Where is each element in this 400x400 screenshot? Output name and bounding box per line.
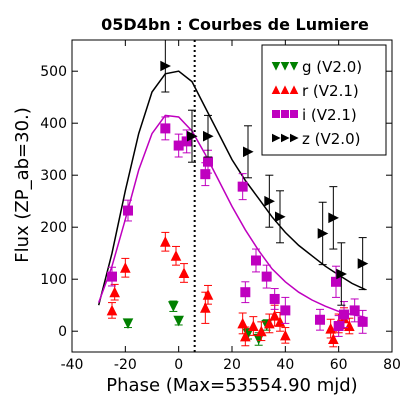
data-point [339, 309, 349, 320]
series-square [107, 116, 368, 337]
y-tick-label: 0 [58, 324, 67, 340]
x-tick-label: 60 [330, 357, 348, 373]
series-triangle-right [160, 39, 369, 306]
chart-title: 05D4bn : Courbes de Lumiere [101, 15, 369, 34]
legend-entry: i (V2.1) [302, 106, 357, 124]
data-point [269, 293, 280, 304]
data-point [251, 255, 261, 266]
data-point [243, 146, 254, 158]
data-point [240, 330, 251, 342]
data-point [315, 314, 325, 325]
model-curve-1 [97, 114, 366, 318]
data-point [203, 156, 213, 167]
legend-marker [272, 133, 281, 143]
data-point [269, 309, 280, 321]
data-point [173, 315, 184, 327]
x-tick-label: 40 [276, 357, 294, 373]
x-tick-label: -20 [114, 357, 137, 373]
data-point [280, 305, 291, 316]
legend-marker [290, 110, 298, 118]
data-point [275, 211, 286, 223]
data-point [328, 333, 339, 344]
legend-marker [289, 85, 299, 94]
data-point [349, 305, 360, 316]
data-point [333, 321, 344, 331]
data-point [109, 286, 120, 298]
data-point [160, 236, 171, 247]
legend-marker [281, 133, 290, 143]
legend-marker [271, 62, 281, 71]
model-curve-0 [97, 70, 366, 306]
data-point [264, 195, 275, 207]
y-tick-label: 300 [40, 168, 67, 184]
data-marks [106, 39, 369, 348]
y-axis-label: Flux (ZP_ab=30.) [12, 107, 33, 263]
data-point [107, 271, 117, 282]
legend: g (V2.0) r (V2.1) i (V2.1) z (V2.0) [261, 44, 387, 156]
data-point [328, 212, 339, 224]
data-point [344, 320, 355, 331]
data-point [168, 301, 179, 312]
data-point [261, 271, 272, 282]
legend-marker [280, 85, 290, 94]
data-point [200, 302, 211, 313]
data-point [170, 250, 182, 261]
data-point [274, 316, 286, 327]
data-point [187, 130, 198, 142]
legend-entry: r (V2.1) [302, 82, 359, 100]
legend-marker [289, 62, 299, 71]
legend-entry: z (V2.0) [302, 130, 360, 148]
legend-marker [271, 85, 281, 94]
data-point [178, 267, 190, 278]
legend-marker [280, 62, 290, 71]
y-tick-label: 400 [40, 116, 67, 132]
data-point [123, 205, 133, 216]
legend-marker [290, 133, 299, 143]
data-point [331, 276, 341, 287]
y-tick-label: 100 [40, 272, 67, 288]
x-tick-label: 80 [383, 357, 400, 373]
data-point [240, 287, 251, 298]
series-triangle-up [106, 231, 355, 348]
x-axis-label: Phase (Max=53554.90 mjd) [106, 375, 357, 396]
data-point [280, 329, 291, 341]
x-tick-label: 0 [174, 357, 183, 373]
data-point [357, 258, 369, 269]
x-tick-label: -40 [61, 357, 84, 373]
y-tick-label: 500 [40, 64, 67, 80]
data-point [248, 320, 259, 331]
axis-ticks: -40 -20 0 20 40 60 80 0 100 200 300 400 500 [40, 40, 400, 373]
data-point [202, 289, 214, 300]
data-point [106, 304, 118, 316]
data-point [357, 316, 368, 327]
data-point [237, 317, 248, 329]
data-point [237, 181, 248, 192]
data-point [122, 318, 134, 330]
x-tick-label: 20 [223, 357, 241, 373]
data-point [256, 325, 267, 337]
y-tick-label: 200 [40, 220, 67, 236]
model-curves [97, 70, 366, 318]
data-point [120, 262, 131, 273]
data-point [200, 169, 211, 180]
data-point [317, 228, 329, 239]
legend-marker [272, 110, 280, 118]
data-point [181, 136, 192, 147]
data-point [336, 268, 347, 280]
data-point [160, 60, 171, 72]
data-point [203, 130, 214, 142]
legend-entry: g (V2.0) [302, 58, 362, 76]
data-point [160, 123, 171, 134]
legend-marker [281, 110, 289, 118]
